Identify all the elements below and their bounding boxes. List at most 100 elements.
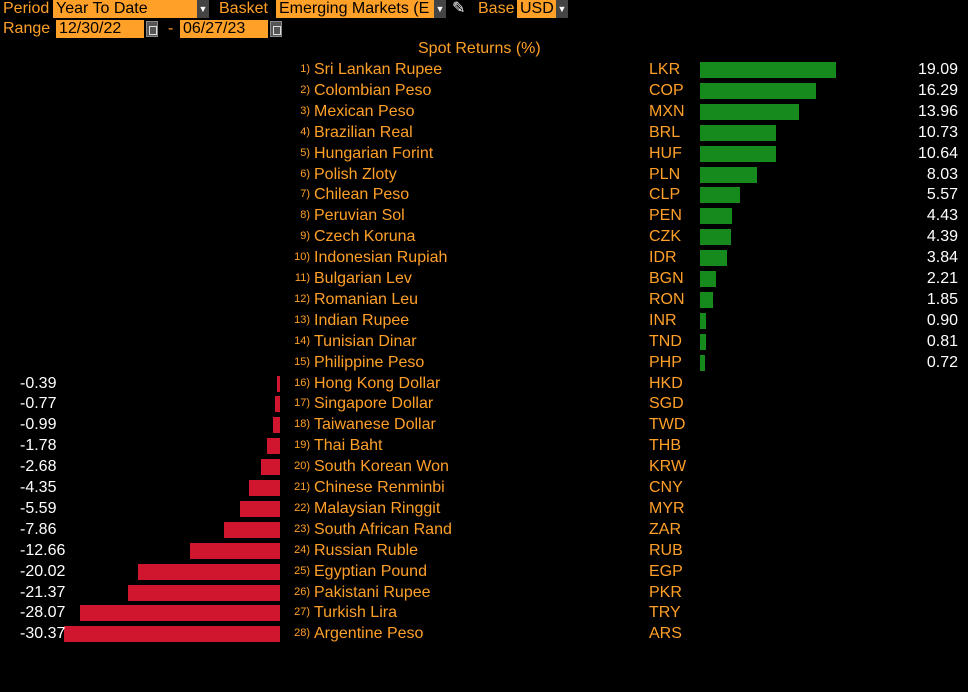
- row-rank: 13): [294, 313, 310, 326]
- range-start-input[interactable]: 12/30/22: [56, 20, 144, 38]
- table-row[interactable]: 13) Indian Rupee INR 0.90: [0, 311, 968, 332]
- currency-name[interactable]: Czech Koruna: [314, 228, 416, 246]
- currency-code: BRL: [649, 123, 681, 141]
- currency-code: THB: [649, 437, 681, 455]
- currency-name[interactable]: Tunisian Dinar: [314, 332, 417, 350]
- table-row[interactable]: 9) Czech Koruna CZK 4.39: [0, 227, 968, 248]
- range-start-calendar-icon[interactable]: [146, 21, 158, 37]
- table-row[interactable]: 20) South Korean Won KRW -2.68: [0, 457, 968, 478]
- table-row[interactable]: 28) Argentine Peso ARS -30.37: [0, 624, 968, 645]
- currency-name[interactable]: Philippine Peso: [314, 353, 425, 371]
- currency-name[interactable]: Taiwanese Dollar: [314, 416, 436, 434]
- basket-dropdown-icon[interactable]: ▼: [434, 0, 446, 18]
- period-select[interactable]: Year To Date: [53, 0, 197, 18]
- table-row[interactable]: 4) Brazilian Real BRL 10.73: [0, 123, 968, 144]
- bar-positive: [700, 124, 777, 141]
- table-row[interactable]: 14) Tunisian Dinar TND 0.81: [0, 332, 968, 353]
- base-select[interactable]: USD: [517, 0, 556, 18]
- currency-code: RUB: [649, 541, 683, 559]
- table-row[interactable]: 19) Thai Baht THB -1.78: [0, 436, 968, 457]
- bar-positive: [700, 333, 706, 350]
- currency-name[interactable]: Argentine Peso: [314, 625, 424, 643]
- currency-name[interactable]: Russian Ruble: [314, 541, 419, 559]
- row-rank: 27): [294, 606, 310, 619]
- currency-code: SGD: [649, 395, 684, 413]
- currency-name[interactable]: Romanian Leu: [314, 290, 419, 308]
- table-row[interactable]: 1) Sri Lankan Rupee LKR 19.09: [0, 60, 968, 81]
- currency-name[interactable]: Indian Rupee: [314, 311, 410, 329]
- table-row[interactable]: 8) Peruvian Sol PEN 4.43: [0, 206, 968, 227]
- table-row[interactable]: 2) Colombian Peso COP 16.29: [0, 81, 968, 102]
- currency-code: BGN: [649, 270, 684, 287]
- currency-name[interactable]: South Korean Won: [314, 458, 449, 476]
- currency-name[interactable]: Bulgarian Lev: [314, 270, 412, 287]
- pencil-icon[interactable]: ✎: [452, 0, 466, 17]
- row-rank: 8): [300, 209, 310, 222]
- table-row[interactable]: 26) Pakistani Rupee PKR -21.37: [0, 583, 968, 604]
- period-label: Period: [3, 0, 50, 17]
- bar-negative: [64, 626, 280, 643]
- bar-negative: [137, 563, 280, 580]
- row-rank: 2): [300, 83, 310, 96]
- table-row[interactable]: 22) Malaysian Ringgit MYR -5.59: [0, 499, 968, 520]
- currency-name[interactable]: South African Rand: [314, 520, 452, 538]
- value-label: 4.43: [926, 207, 958, 225]
- currency-code: CZK: [649, 228, 681, 246]
- table-row[interactable]: 5) Hungarian Forint HUF 10.64: [0, 144, 968, 165]
- table-row[interactable]: 7) Chilean Peso CLP 5.57: [0, 185, 968, 206]
- currency-name[interactable]: Singapore Dollar: [314, 395, 434, 413]
- currency-name[interactable]: Pakistani Rupee: [314, 583, 431, 601]
- currency-code: TWD: [649, 416, 686, 434]
- currency-name[interactable]: Brazilian Real: [314, 123, 413, 141]
- table-row[interactable]: 10) Indonesian Rupiah IDR 3.84: [0, 248, 968, 269]
- currency-code: PHP: [649, 353, 682, 371]
- table-row[interactable]: 12) Romanian Leu RON 1.85: [0, 290, 968, 311]
- table-row[interactable]: 11) Bulgarian Lev BGN 2.21: [0, 269, 968, 290]
- currency-code: ARS: [649, 625, 682, 643]
- currency-name[interactable]: Thai Baht: [314, 437, 383, 455]
- currency-name[interactable]: Peruvian Sol: [314, 207, 405, 225]
- bar-negative: [80, 605, 280, 622]
- table-row[interactable]: 24) Russian Ruble RUB -12.66: [0, 541, 968, 562]
- currency-code: CLP: [649, 186, 681, 204]
- row-rank: 12): [294, 292, 310, 305]
- currency-name[interactable]: Chinese Renminbi: [314, 479, 445, 496]
- currency-name[interactable]: Malaysian Ringgit: [314, 499, 441, 517]
- bar-negative: [128, 584, 280, 601]
- bar-positive: [700, 354, 706, 371]
- range-end-input[interactable]: 06/27/23: [180, 20, 268, 38]
- currency-name[interactable]: Turkish Lira: [314, 604, 397, 622]
- currency-code: IDR: [649, 249, 677, 267]
- table-row[interactable]: 15) Philippine Peso PHP 0.72: [0, 353, 968, 374]
- table-row[interactable]: 21) Chinese Renminbi CNY -4.35: [0, 478, 968, 499]
- range-end-calendar-icon[interactable]: [270, 21, 282, 37]
- currency-name[interactable]: Sri Lankan Rupee: [314, 61, 443, 78]
- table-row[interactable]: 17) Singapore Dollar SGD -0.77: [0, 394, 968, 415]
- currency-code: TRY: [649, 604, 681, 622]
- base-dropdown-icon[interactable]: ▼: [556, 0, 568, 18]
- currency-name[interactable]: Egyptian Pound: [314, 562, 427, 580]
- value-label: 2.21: [926, 270, 958, 287]
- currency-name[interactable]: Polish Zloty: [314, 165, 397, 183]
- bar-positive: [700, 229, 732, 246]
- table-row[interactable]: 27) Turkish Lira TRY -28.07: [0, 603, 968, 624]
- table-row[interactable]: 18) Taiwanese Dollar TWD -0.99: [0, 415, 968, 436]
- table-row[interactable]: 6) Polish Zloty PLN 8.03: [0, 165, 968, 186]
- value-label: 5.57: [926, 186, 958, 204]
- period-dropdown-icon[interactable]: ▼: [197, 0, 209, 18]
- currency-name[interactable]: Chilean Peso: [314, 186, 410, 204]
- currency-name[interactable]: Indonesian Rupiah: [314, 249, 448, 267]
- table-row[interactable]: 25) Egyptian Pound EGP -20.02: [0, 562, 968, 583]
- value-label: 0.72: [926, 353, 958, 371]
- value-label: -2.68: [20, 458, 57, 476]
- table-row[interactable]: 16) Hong Kong Dollar HKD -0.39: [0, 374, 968, 395]
- currency-name[interactable]: Hong Kong Dollar: [314, 374, 441, 392]
- currency-name[interactable]: Colombian Peso: [314, 81, 432, 99]
- table-row[interactable]: 23) South African Rand ZAR -7.86: [0, 520, 968, 541]
- bar-positive: [700, 187, 740, 204]
- currency-name[interactable]: Hungarian Forint: [314, 144, 434, 162]
- row-rank: 6): [300, 167, 310, 180]
- table-row[interactable]: 3) Mexican Peso MXN 13.96: [0, 102, 968, 123]
- basket-select[interactable]: Emerging Markets (E: [276, 0, 434, 18]
- currency-name[interactable]: Mexican Peso: [314, 102, 415, 120]
